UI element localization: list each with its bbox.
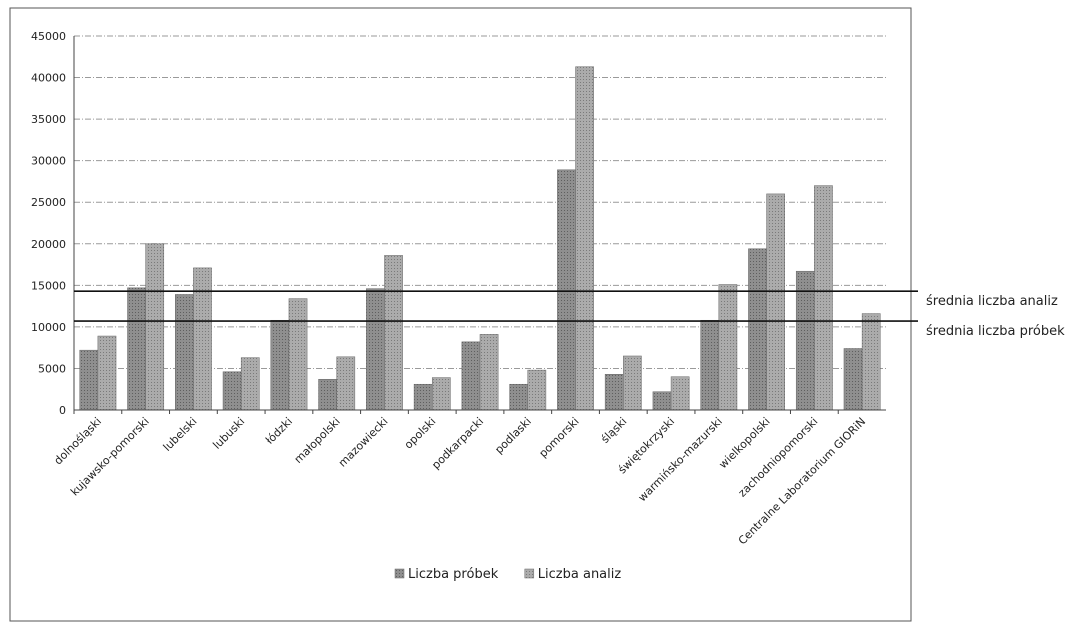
bar-probek [509,383,529,411]
y-tick-label: 45000 [31,30,66,43]
bar-analiz [240,357,260,411]
y-tick-label: 20000 [31,238,66,251]
bar-probek [700,319,720,411]
bar-analiz [431,377,451,411]
bar-probek [79,349,99,411]
y-tick-label: 10000 [31,321,66,334]
bar-probek [557,169,576,411]
bar-analiz [623,355,642,411]
bar-probek [366,288,385,411]
bar-probek [604,374,624,411]
bar-probek [413,383,433,411]
bar-analiz [670,376,690,411]
bar-analiz [861,313,881,411]
y-tick-label: 30000 [31,155,66,168]
bar-probek [175,294,194,411]
bar-analiz [145,243,165,411]
bar-probek [843,348,863,411]
legend-swatch [524,568,535,579]
bar-analiz [718,284,738,411]
reference-line-label: średnia liczba analiz [926,294,1058,309]
y-tick-label: 40000 [31,72,66,85]
legend-label: Liczba próbek [408,567,499,582]
y-tick-label: 0 [59,404,66,417]
bar-probek [318,378,337,411]
bar-probek [270,319,290,411]
bar-analiz [193,267,212,411]
bar-analiz [575,66,594,411]
legend-label: Liczba analiz [538,567,622,582]
bar-analiz [384,255,403,411]
reference-line-label: średnia liczba próbek [926,324,1065,339]
y-tick-label: 15000 [31,279,66,292]
bar-analiz [288,298,308,411]
bar-analiz [814,185,833,411]
bar-probek [795,270,815,411]
bar-probek [748,248,767,411]
bar-probek [222,371,242,411]
bar-analiz [479,334,499,411]
bar-probek [652,391,672,411]
bar-analiz [97,335,117,411]
y-tick-label: 25000 [31,196,66,209]
bar-analiz [336,356,356,411]
legend-swatch [394,568,405,579]
bar-analiz [527,369,547,411]
bar-probek [127,287,146,411]
bar-probek [461,341,481,411]
bar-analiz [766,193,785,411]
y-tick-label: 5000 [38,362,66,375]
y-tick-label: 35000 [31,113,66,126]
